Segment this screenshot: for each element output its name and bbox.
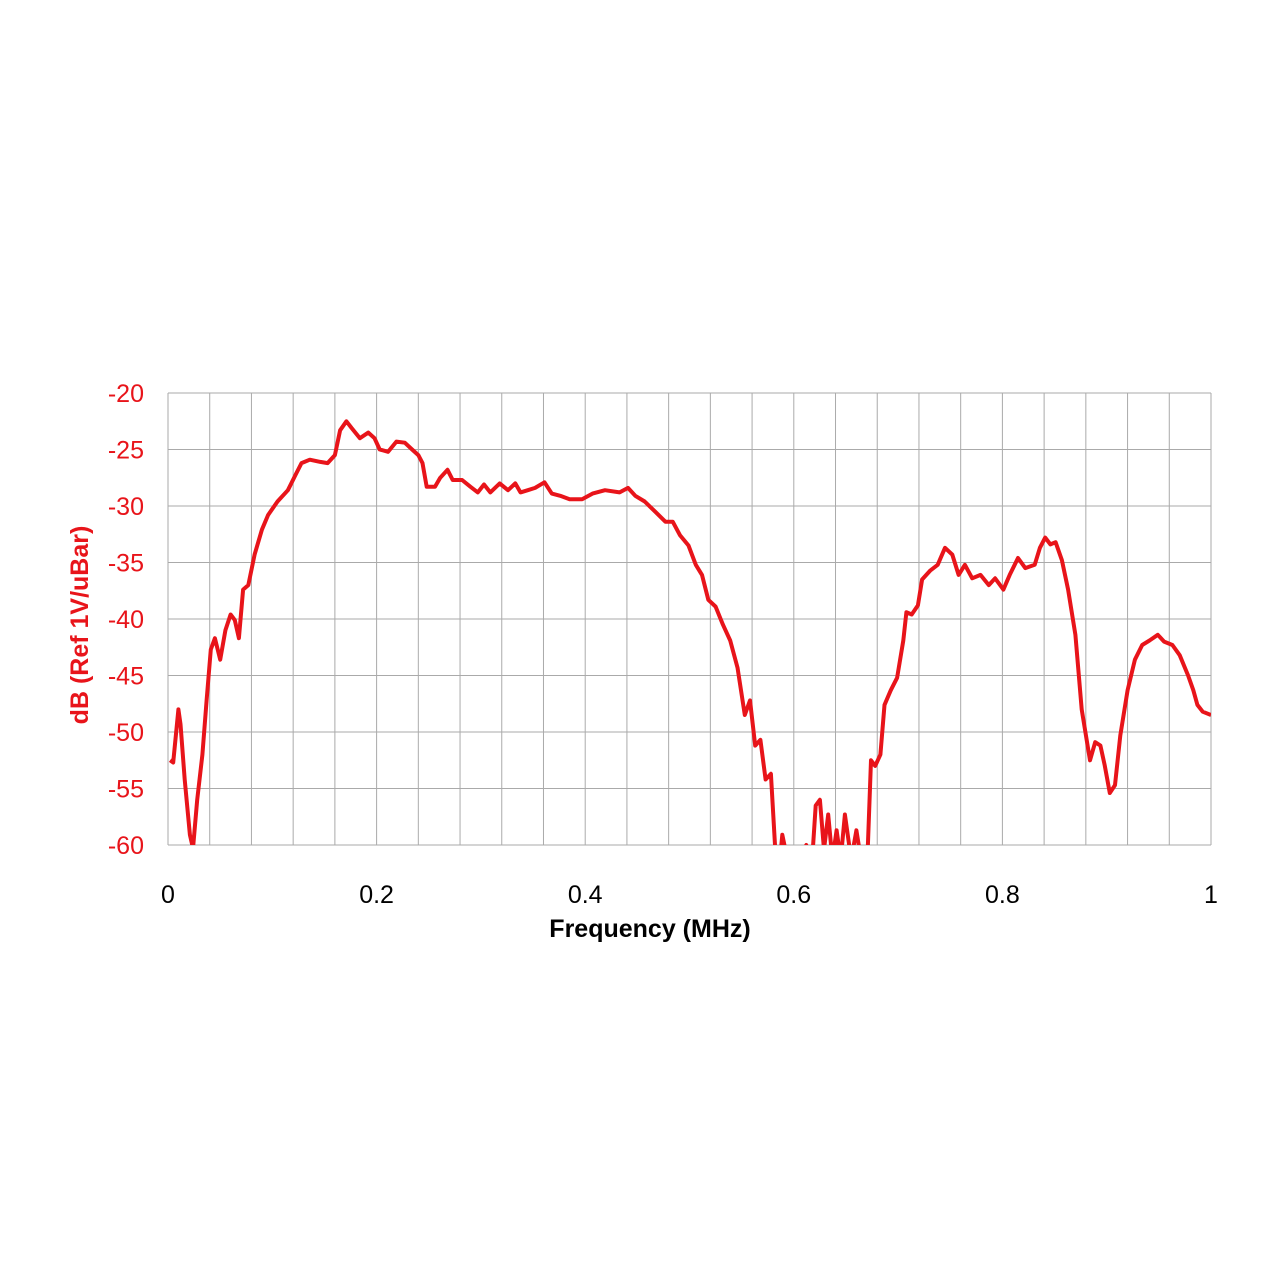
y-tick-label: -30 xyxy=(108,493,144,521)
x-tick-label: 0.4 xyxy=(568,881,603,909)
y-tick-label: -60 xyxy=(108,832,144,860)
x-tick-label: 0.6 xyxy=(776,881,811,909)
y-tick-label: -55 xyxy=(108,776,144,804)
x-axis-title: Frequency (MHz) xyxy=(549,915,750,943)
x-tick-label: 1 xyxy=(1204,881,1218,909)
y-tick-label: -35 xyxy=(108,550,144,578)
x-tick-label: 0 xyxy=(161,881,175,909)
plot-area xyxy=(168,419,1211,845)
x-tick-label: 0.8 xyxy=(985,881,1020,909)
y-tick-label: -20 xyxy=(108,380,144,408)
y-tick-label: -45 xyxy=(108,663,144,691)
data-line xyxy=(168,419,1211,845)
y-tick-label: -25 xyxy=(108,437,144,465)
y-axis-title: dB (Ref 1V/uBar) xyxy=(66,526,94,725)
y-tick-label: -50 xyxy=(108,719,144,747)
x-tick-label: 0.2 xyxy=(359,881,394,909)
y-tick-label: -40 xyxy=(108,606,144,634)
